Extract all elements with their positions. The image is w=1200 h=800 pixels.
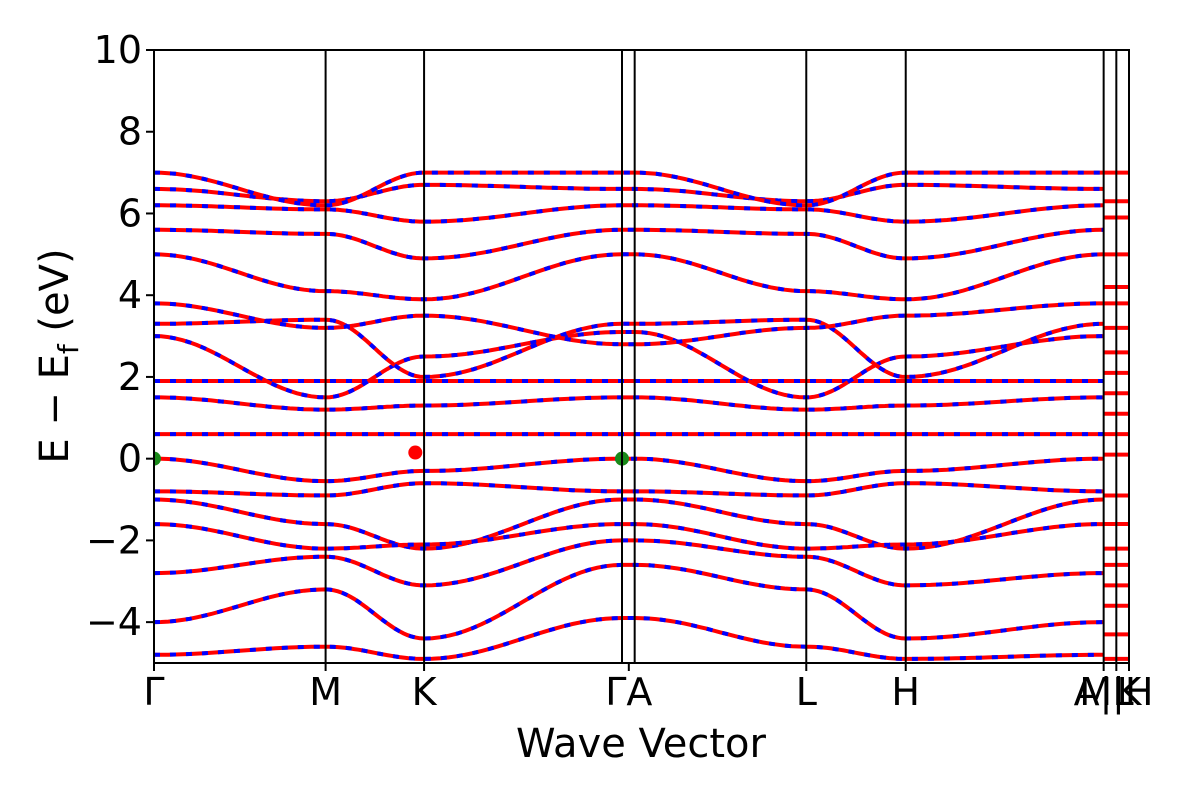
y-tick-label-6: 8 [118,110,142,154]
band-edge-markers [154,445,629,466]
x-tick-label-1: M [309,670,342,714]
y-tick-label-0: −4 [86,600,142,644]
band-line-6 [154,562,1104,641]
y-axis-label-sub: f [52,343,85,354]
x-tick-label-5: H [891,670,920,714]
band-line-dash-10 [154,330,1104,400]
band-line-dash-11 [154,317,1104,379]
band-line-dash-13 [154,252,1104,302]
x-tick-label-7: M|H [1079,670,1153,715]
y-tick-label-4: 4 [118,273,142,317]
y-tick-label-3: 2 [118,355,142,399]
band-line-dash-6 [154,562,1104,641]
x-tick-label-3: ΓA [605,670,652,714]
x-axis-label: Wave Vector [516,721,767,767]
y-axis-label-main: E − E [32,354,78,464]
band-line-10 [154,330,1104,400]
band-lines [154,170,1129,661]
band-line-dash-16 [154,182,1104,204]
band-edge-marker-2 [408,445,423,460]
band-line-dash-3 [154,497,1104,551]
y-tick-label-2: 0 [118,437,142,481]
x-tick-label-6: A|L [1074,670,1134,715]
band-line-15 [154,203,1104,224]
band-line-dash-5 [154,538,1104,588]
band-line-dash-17 [154,170,1104,208]
band-edge-marker-0 [154,451,161,466]
band-line-dash-4 [154,522,1104,551]
band-line-13 [154,252,1104,302]
x-tick-label-8: K [1117,670,1143,714]
band-line-dash-1 [154,456,1104,484]
band-line-dash-14 [154,227,1104,261]
x-tick-label-4: L [796,670,817,714]
band-line-dash-2 [154,481,1104,498]
band-line-2 [154,481,1104,498]
high-symmetry-lines [324,50,1118,663]
band-line-dash-8 [154,395,1104,412]
y-axis-ticks: −4 −2 0 2 4 6 8 10 [86,28,154,644]
band-line-dash-15 [154,203,1104,224]
band-line-7 [154,616,1104,661]
y-tick-label-5: 6 [118,191,142,235]
y-tick-label-1: −2 [86,518,142,562]
y-tick-label-7: 10 [94,28,142,72]
band-line-16 [154,182,1104,204]
band-line-12 [154,301,1104,347]
x-tick-label-2: K [412,670,438,714]
y-axis-label-unit: (eV) [32,248,78,344]
plot-frame [153,49,1130,664]
band-line-1 [154,456,1104,484]
band-line-dash-7 [154,616,1104,661]
y-axis-label: E − Ef (eV) [32,248,85,463]
x-axis-ticks: Γ M K ΓA L H A|LM|HK [143,663,1153,715]
band-line-8 [154,395,1104,412]
x-tick-label-0: Γ [143,670,164,714]
